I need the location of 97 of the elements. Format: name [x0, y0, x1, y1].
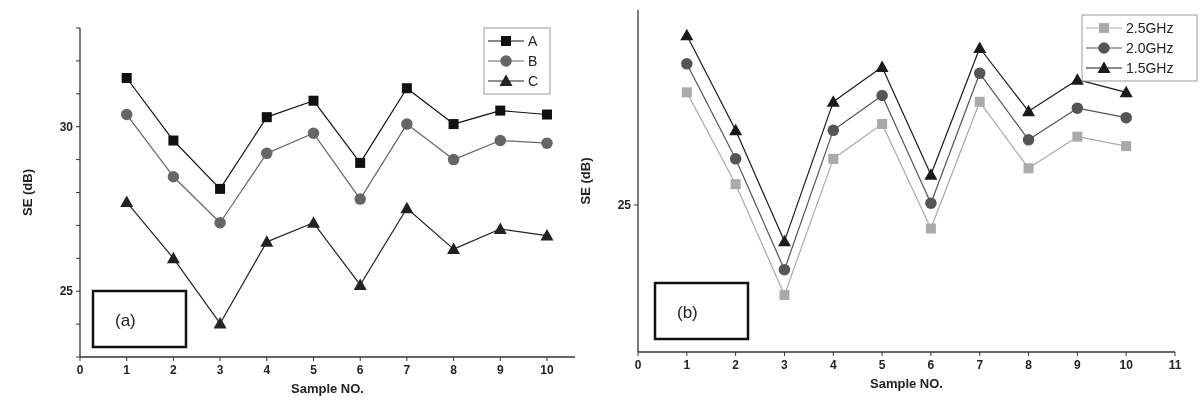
point — [973, 41, 987, 53]
x-tick-label: 7 — [403, 363, 411, 377]
x-tick-label: 4 — [263, 363, 271, 377]
x-tick-label: 5 — [878, 358, 886, 372]
point — [447, 242, 461, 255]
point — [875, 60, 889, 72]
point — [925, 223, 936, 234]
point — [1119, 85, 1133, 98]
point — [973, 67, 986, 80]
legend-label: 1.5GHz — [1126, 60, 1174, 76]
x-axis-title: Sample NO. — [291, 381, 364, 396]
x-axis-title: Sample NO. — [870, 376, 943, 391]
point — [354, 193, 366, 205]
point — [166, 251, 180, 264]
x-tick-label: 3 — [216, 363, 224, 377]
y-axis-title: SE (dB) — [20, 169, 35, 216]
point — [448, 119, 459, 130]
point — [681, 87, 692, 98]
x-tick-label: 1 — [683, 358, 691, 372]
point — [681, 58, 693, 70]
point — [1070, 73, 1084, 85]
point — [729, 123, 743, 136]
point — [541, 109, 552, 120]
text: 25 — [617, 197, 632, 212]
x-tick-label: 7 — [976, 358, 984, 372]
point — [261, 147, 273, 160]
point — [828, 153, 839, 164]
x-tick-label: 9 — [1074, 358, 1082, 372]
x-tick-label: 3 — [781, 358, 789, 372]
x-tick-label: 6 — [356, 363, 364, 377]
x-tick-label: 8 — [1025, 358, 1033, 372]
point — [826, 95, 840, 107]
point — [1022, 104, 1036, 117]
point — [306, 216, 320, 228]
point — [260, 235, 274, 247]
point — [1022, 134, 1035, 146]
point — [214, 217, 226, 229]
x-tick-label: 11 — [1168, 358, 1182, 372]
x-tick-label: 8 — [450, 363, 458, 377]
point — [925, 197, 937, 209]
point — [729, 153, 742, 165]
legend-label: A — [528, 33, 538, 49]
annotation: (a) — [115, 311, 136, 330]
point — [680, 28, 694, 41]
legend-label: 2.0GHz — [1126, 40, 1174, 56]
point — [307, 127, 320, 140]
point — [261, 112, 272, 123]
x-tick-label: 10 — [1119, 358, 1134, 372]
x-tick-label: 2 — [732, 358, 740, 372]
point — [1023, 163, 1034, 174]
x-tick-label: 0 — [76, 363, 84, 377]
point — [401, 83, 412, 94]
x-tick-label: 6 — [927, 358, 935, 372]
x-tick-label: 0 — [634, 358, 642, 372]
point — [777, 234, 791, 247]
legend-label: C — [528, 73, 539, 89]
point — [400, 201, 414, 214]
point — [355, 157, 366, 168]
point — [540, 229, 554, 241]
point — [541, 137, 553, 149]
point — [730, 179, 741, 190]
point — [121, 73, 132, 84]
y-axis-title: SE (dB) — [578, 157, 593, 205]
point — [215, 183, 226, 194]
point — [120, 195, 134, 208]
x-tick-label: 10 — [540, 363, 554, 377]
point — [974, 96, 985, 107]
point — [494, 134, 507, 147]
point — [924, 168, 938, 180]
point — [1071, 102, 1084, 114]
legend-label: B — [528, 53, 538, 69]
legend-label: 2.5GHz — [1126, 20, 1174, 36]
point — [1072, 131, 1083, 142]
point — [876, 89, 888, 102]
point — [827, 124, 840, 137]
point — [779, 290, 790, 300]
x-tick-label: 1 — [123, 363, 131, 377]
point — [1120, 111, 1132, 124]
point — [493, 222, 507, 235]
annotation: (b) — [677, 303, 698, 322]
point — [1121, 141, 1132, 152]
y-tick-label: 30 — [59, 119, 74, 134]
point — [120, 108, 133, 121]
point — [495, 105, 506, 116]
point — [401, 118, 413, 130]
point — [213, 316, 227, 329]
point — [167, 170, 180, 183]
x-tick-label: 9 — [496, 363, 504, 377]
point — [778, 263, 791, 276]
x-tick-label: 2 — [170, 363, 178, 377]
point — [308, 95, 319, 106]
point — [353, 278, 367, 290]
x-tick-label: 4 — [829, 358, 837, 372]
point — [877, 119, 888, 129]
x-tick-label: 5 — [310, 363, 318, 377]
point — [168, 135, 179, 146]
point — [447, 153, 460, 166]
